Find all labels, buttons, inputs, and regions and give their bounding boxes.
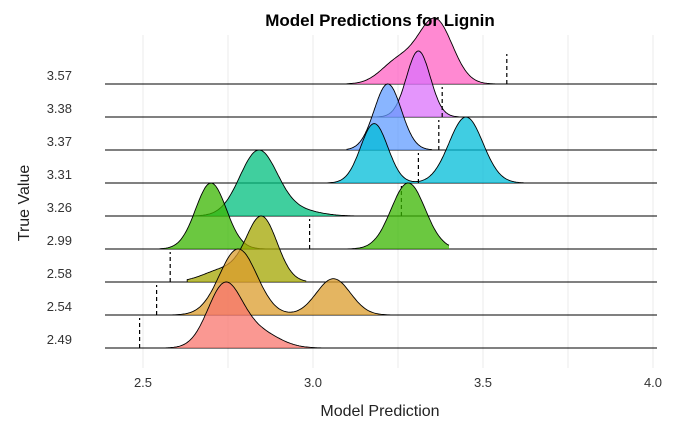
x-tick-label: 3.0	[304, 375, 322, 390]
y-tick-label: 3.57	[47, 68, 72, 83]
ridges	[105, 17, 657, 349]
ridge-2.49	[105, 281, 657, 349]
ridge-outline	[322, 116, 524, 184]
ridge-3.57	[105, 17, 657, 85]
y-tick-label: 3.37	[47, 134, 72, 149]
y-tick-label: 2.58	[47, 266, 72, 281]
y-tick-labels: 3.57 3.38 3.37 3.31 3.26 2.99 2.58 2.54 2.49	[47, 68, 72, 347]
y-tick-label: 3.38	[47, 101, 72, 116]
x-tick-label: 4.0	[644, 375, 662, 390]
ridge-2.58	[105, 215, 657, 283]
chart-title: Model Predictions for Lignin	[265, 11, 495, 30]
ridge-outline	[115, 182, 450, 250]
ridge-fill	[170, 150, 381, 216]
y-axis-title: True Value	[16, 165, 33, 242]
ridge-fill	[377, 51, 460, 117]
grid	[142, 35, 654, 368]
x-tick-label: 2.5	[134, 375, 152, 390]
ridge-outline	[186, 215, 307, 282]
y-tick-label: 2.54	[47, 299, 72, 314]
ridge-outline	[160, 248, 398, 316]
y-tick-label: 3.26	[47, 200, 72, 215]
x-tick-labels: 2.5 3.0 3.5 4.0	[134, 375, 662, 390]
ridge-outline	[346, 83, 433, 151]
ridge-fill	[115, 183, 450, 249]
x-tick-label: 3.5	[474, 375, 492, 390]
ridge-2.99	[105, 182, 657, 250]
y-tick-label: 3.31	[47, 167, 72, 182]
x-axis-title: Model Prediction	[320, 403, 439, 420]
ridge-fill	[187, 216, 307, 282]
ridge-fill	[160, 282, 330, 348]
y-tick-label: 2.99	[47, 233, 72, 248]
ridge-fill	[347, 18, 534, 84]
ridge-outline	[159, 281, 330, 349]
ridge-fill	[323, 117, 524, 183]
y-tick-label: 2.49	[47, 332, 72, 347]
ridge-outline	[346, 17, 534, 85]
ridge-3.31	[105, 116, 657, 184]
